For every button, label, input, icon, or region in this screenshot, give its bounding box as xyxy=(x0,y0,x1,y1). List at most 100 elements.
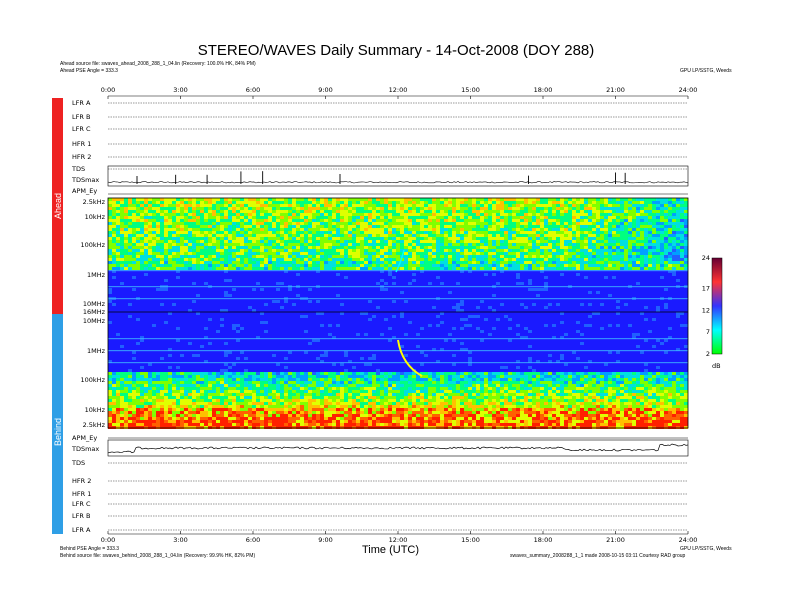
spec-cell-578 xyxy=(680,207,684,210)
spec-cell-1257 xyxy=(496,222,500,225)
spec-cell-1919 xyxy=(244,237,248,240)
spec-cell-4127 xyxy=(652,321,656,324)
spec-cell-3754 xyxy=(228,291,232,294)
spec-cell-4770 xyxy=(360,372,364,375)
spec-cell-2230 xyxy=(328,243,332,246)
spec-cell-4495 xyxy=(448,354,452,357)
spec-cell-4779 xyxy=(396,372,400,375)
spec-cell-4425 xyxy=(568,348,572,351)
spec-cell-4265 xyxy=(636,333,640,336)
spec-cell-2982 xyxy=(436,258,440,261)
spec-cell-3570 xyxy=(300,276,304,279)
spec-cell-3865 xyxy=(324,300,328,303)
spec-cell-3147 xyxy=(516,261,520,264)
spec-cell-4657 xyxy=(444,366,448,369)
spec-cell-1158 xyxy=(680,219,684,222)
spec-cell-4850 xyxy=(680,372,684,375)
spec-cell-2040 xyxy=(148,240,152,243)
spec-cell-996 xyxy=(612,216,616,219)
spec-cell-3719 xyxy=(260,288,264,291)
spec-cell-3765 xyxy=(444,291,448,294)
spec-cell-3049 xyxy=(124,261,128,264)
spec-cell-1182 xyxy=(196,222,200,225)
spec-cell-227 xyxy=(436,201,440,204)
spec-cell-2170 xyxy=(668,240,672,243)
spec-cell-3931 xyxy=(248,306,252,309)
spec-cell-586 xyxy=(132,210,136,213)
spec-cell-3294 xyxy=(524,264,528,267)
spec-cell-4504 xyxy=(548,354,552,357)
spec-cell-4402 xyxy=(164,348,168,351)
spec-cell-2102 xyxy=(396,240,400,243)
spec-cell-330 xyxy=(268,204,272,207)
spec-cell-728 xyxy=(120,213,124,216)
spec-cell-2663 xyxy=(320,252,324,255)
spec-cell-189 xyxy=(284,201,288,204)
spec-cell-1369 xyxy=(364,225,368,228)
spec-cell-3515 xyxy=(584,270,588,273)
spec-cell-3287 xyxy=(496,264,500,267)
spec-cell-2445 xyxy=(608,246,612,249)
spec-cell-3080 xyxy=(248,261,252,264)
spec-cell-421 xyxy=(632,204,636,207)
spec-cell-291 xyxy=(112,204,116,207)
spec-cell-2726 xyxy=(572,252,576,255)
spec-cell-2894 xyxy=(664,255,668,258)
spec-cell-4518 xyxy=(284,357,288,360)
spec-cell-2174 xyxy=(684,240,688,243)
spec-cell-3910 xyxy=(460,303,464,306)
spec-cell-4170 xyxy=(680,324,684,327)
spec-cell-2781 xyxy=(212,255,216,258)
spec-cell-2604 xyxy=(664,249,668,252)
spec-cell-2036 xyxy=(132,240,136,243)
spec-cell-1903 xyxy=(180,237,184,240)
spec-cell-4389 xyxy=(476,345,480,348)
spec-cell-3399 xyxy=(364,267,368,270)
spec-cell-3074 xyxy=(224,261,228,264)
spec-cell-369 xyxy=(424,204,428,207)
spec-cell-343 xyxy=(320,204,324,207)
spec-cell-521 xyxy=(452,207,456,210)
spec-cell-3011 xyxy=(552,258,556,261)
spec-cell-1534 xyxy=(444,228,448,231)
spec-cell-1221 xyxy=(352,222,356,225)
spec-cell-2767 xyxy=(156,255,160,258)
spec-cell-1831 xyxy=(472,234,476,237)
spec-cell-767 xyxy=(276,213,280,216)
spec-cell-4653 xyxy=(360,366,364,369)
spec-cell-4350 xyxy=(240,342,244,345)
spec-cell-1343 xyxy=(260,225,264,228)
spec-cell-358 xyxy=(380,204,384,207)
spec-cell-406 xyxy=(572,204,576,207)
spec-cell-2222 xyxy=(296,243,300,246)
spec-cell-466 xyxy=(232,207,236,210)
spec-cell-3737 xyxy=(528,288,532,291)
spec-cell-2624 xyxy=(164,252,168,255)
spec-cell-2509 xyxy=(284,249,288,252)
spec-cell-3229 xyxy=(264,264,268,267)
spec-cell-2764 xyxy=(144,255,148,258)
spec-cell-1162 xyxy=(116,222,120,225)
spec-cell-3333 xyxy=(680,264,684,267)
spec-cell-2568 xyxy=(520,249,524,252)
spec-cell-2614 xyxy=(124,252,128,255)
spec-cell-4715 xyxy=(140,372,144,375)
spec-cell-488 xyxy=(320,207,324,210)
spec-cell-1896 xyxy=(152,237,156,240)
spec-cell-2664 xyxy=(324,252,328,255)
spec-cell-2589 xyxy=(604,249,608,252)
spec-cell-884 xyxy=(164,216,168,219)
spec-cell-4830 xyxy=(600,372,604,375)
spec-cell-2628 xyxy=(180,252,184,255)
spec-cell-385 xyxy=(488,204,492,207)
spec-cell-128 xyxy=(620,198,624,201)
spec-cell-2772 xyxy=(176,255,180,258)
spec-cell-3801 xyxy=(584,294,588,297)
spec-cell-762 xyxy=(256,213,260,216)
spec-cell-4479 xyxy=(240,354,244,357)
spec-cell-3241 xyxy=(312,264,316,267)
spec-cell-2139 xyxy=(544,240,548,243)
spec-cell-2138 xyxy=(540,240,544,243)
spec-cell-2521 xyxy=(332,249,336,252)
spec-cell-686 xyxy=(532,210,536,213)
